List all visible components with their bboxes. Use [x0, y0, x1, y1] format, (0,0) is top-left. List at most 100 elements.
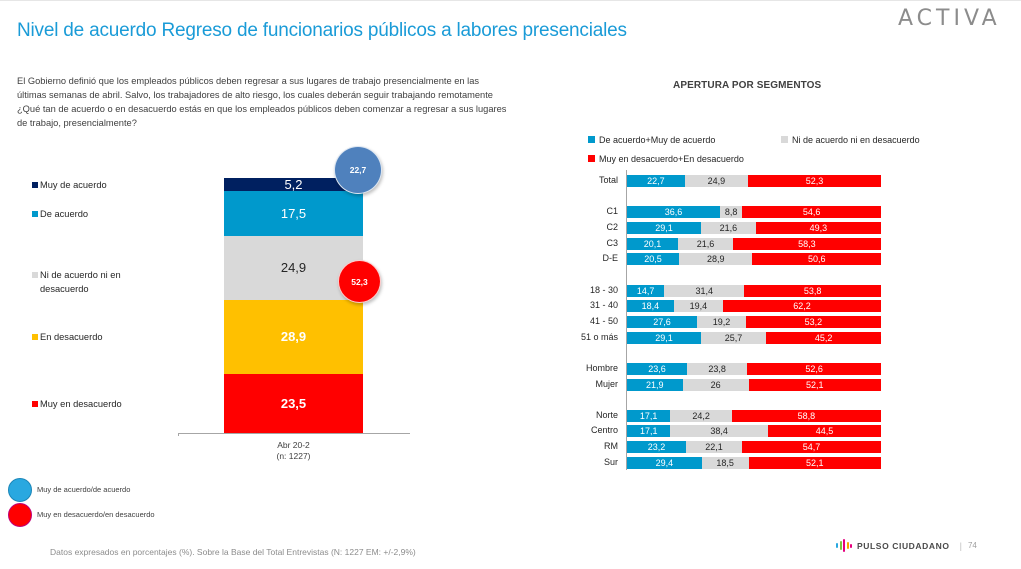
legend-swatch-icon	[588, 136, 595, 143]
segment-value-label: 24,9	[280, 260, 307, 276]
legend-label: En desacuerdo	[40, 331, 103, 342]
bar-value-label: 20,1	[643, 238, 662, 249]
segment-value-label: 28,9	[280, 329, 307, 345]
legend-swatch-icon	[32, 333, 38, 340]
bar-value-label: 29,1	[655, 222, 673, 233]
bar-value-label: 18,5	[716, 457, 734, 468]
bar-value-label: 19,4	[689, 301, 708, 312]
bar-value-label: 53,8	[803, 285, 822, 296]
segments-chart: Total 22,7 24,9 52,3 C1 36,6 8,8 54,6 C2 29,1 21,6…	[560, 170, 900, 475]
segment-row-label: Total	[598, 175, 618, 185]
segment-row-label: C2	[606, 221, 618, 232]
bar-agree: 29,4	[627, 456, 702, 469]
segments-chart-title: APERTURA POR SEGMENTOS	[673, 80, 822, 91]
bar-disagree: 53,2	[745, 315, 881, 328]
legend-label: Ni de acuerdo ni en desacuerdo	[40, 269, 121, 294]
stacked-bar: 5,2 17,5 24,9 28,9 23,5	[224, 177, 363, 434]
pulso-brand-name: PULSO CIUDADANO	[857, 540, 950, 551]
segment-row-label: RM	[604, 441, 618, 452]
segment-row-label: Centro	[590, 425, 618, 436]
legend-swatch-icon	[32, 271, 38, 278]
bar-value-label: 54,6	[802, 207, 821, 218]
disagree-total-bubble: 52,3	[338, 260, 381, 303]
bar-value-label: 45,2	[814, 332, 833, 343]
bar-value-label: 20,5	[644, 254, 662, 265]
bar-neutral: 24,2	[670, 409, 732, 422]
bar-value-label: 23,6	[648, 363, 666, 374]
bar-neutral: 22,1	[685, 441, 743, 454]
bar-neutral: 26	[682, 378, 749, 391]
segment-row-label: 51 o más	[580, 331, 618, 342]
bar-disagree: 52,3	[748, 175, 881, 187]
bar-agree: 23,6	[627, 362, 687, 375]
red-circle-icon	[8, 503, 32, 527]
bar-value-label: 26	[710, 379, 721, 390]
bar-disagree: 52,1	[748, 378, 881, 391]
segment-row-label: Norte	[595, 409, 618, 420]
bar-value-label: 38,4	[710, 426, 728, 437]
legend-swatch-icon	[32, 181, 38, 188]
bar-agree: 20,1	[627, 237, 679, 250]
bar-agree: 27,6	[627, 315, 698, 328]
bar-value-label: 52,6	[805, 363, 823, 374]
legend-item: Muy en desacuerdo	[32, 397, 122, 411]
bar-disagree: 53,8	[744, 284, 881, 297]
bar-agree: 22,7	[627, 175, 685, 187]
bar-value-label: 53,2	[804, 316, 823, 327]
bar-neutral: 8,8	[719, 206, 743, 219]
legend-item: Muy de acuerdo	[32, 178, 107, 192]
bar-disagree: 49,3	[755, 221, 881, 234]
activa-logo: ACTIVA	[898, 6, 1001, 31]
page-number: 74	[967, 541, 977, 550]
bar-disagree: 54,7	[742, 441, 881, 454]
bar-value-label: 8,8	[724, 207, 738, 218]
bar-value-label: 29,4	[655, 457, 674, 468]
category-name: Abr 20-2	[277, 440, 310, 450]
bar-agree: 18,4	[627, 300, 674, 313]
legend-label: De acuerdo+Muy de acuerdo	[599, 135, 716, 145]
segment-value-label: 23,5	[280, 396, 307, 412]
bar-neutral: 19,2	[697, 315, 746, 328]
bar-value-label: 52,1	[806, 379, 824, 390]
bar-disagree: 58,3	[732, 237, 881, 250]
circle-legend-label: Muy en desacuerdo/en desacuerdo	[37, 510, 155, 519]
bar-value-label: 50,6	[807, 254, 826, 265]
bar-value-label: 22,7	[647, 176, 665, 186]
segment-value-label: 17,5	[280, 206, 307, 222]
legend-item: De acuerdo	[32, 207, 88, 221]
bar-value-label: 21,9	[646, 379, 664, 390]
legend-label: Muy en desacuerdo+En desacuerdo	[599, 154, 744, 164]
bar-disagree: 54,6	[742, 206, 881, 219]
bar-neutral: 31,4	[664, 284, 745, 297]
bar-value-label: 27,6	[653, 316, 671, 327]
segment-value-label: 5,2	[284, 177, 303, 193]
segment-row-label: 41 - 50	[589, 315, 618, 326]
x-axis-tick	[178, 433, 179, 436]
bar-disagree: 44,5	[767, 425, 881, 438]
legend-label: Muy en desacuerdo	[40, 398, 122, 409]
bar-value-label: 54,7	[802, 442, 821, 453]
bar-neutral: 25,7	[700, 331, 767, 344]
bar-disagree: 45,2	[766, 331, 881, 344]
bar-value-label: 17,1	[639, 410, 658, 421]
bar-neutral: 21,6	[678, 237, 733, 250]
bar-disagree: 52,6	[747, 362, 881, 375]
segment-row-label: C3	[606, 237, 618, 248]
bar-neutral: 19,4	[673, 300, 723, 313]
bar-value-label: 25,7	[724, 332, 743, 343]
legend-swatch-icon	[32, 210, 38, 217]
segment-row-label: Hombre	[585, 362, 618, 373]
legend-item: En desacuerdo	[32, 330, 103, 344]
bar-agree: 29,1	[627, 221, 701, 234]
bar-agree: 17,1	[627, 409, 671, 422]
agree-total-bubble: 22,7	[334, 146, 382, 194]
bar-value-label: 21,6	[719, 222, 738, 233]
legend-label: Muy de acuerdo	[40, 179, 107, 190]
bar-neutral: 28,9	[679, 253, 753, 266]
bar-agree: 17,1	[627, 425, 671, 438]
bar-value-label: 36,6	[664, 207, 683, 218]
y-axis-line	[626, 170, 627, 470]
category-sample-size: (n: 1227)	[276, 451, 311, 461]
bar-value-label: 49,3	[809, 222, 828, 233]
x-axis-line	[178, 433, 410, 434]
